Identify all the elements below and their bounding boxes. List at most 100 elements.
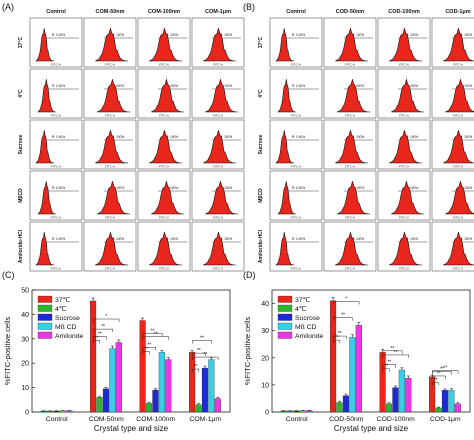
significance-label: ** (384, 364, 388, 370)
plot-frame (271, 289, 471, 413)
panel-a-gate-label: R: 100% (220, 33, 232, 37)
panel-b-axis-label: FITC-A (345, 216, 355, 220)
bar (342, 395, 350, 413)
panel-b-axis-label: FITC-A (291, 63, 301, 67)
panel-b-gate-label: R: 100% (406, 186, 418, 190)
panel-a-gate-label: R: 100% (112, 237, 124, 241)
panel-a-histogram (35, 28, 55, 62)
legend-label: 4℃ (295, 306, 307, 313)
panel-a-histogram (149, 28, 183, 62)
panel-a-histogram-frame (29, 68, 83, 119)
bar (286, 410, 294, 413)
significance-bracket (333, 301, 360, 305)
y-tick-label: 30 (21, 336, 29, 343)
significance-label: ** (151, 328, 155, 334)
panel-b-axis-label: FITC-A (345, 267, 355, 271)
legend-swatch (277, 322, 293, 330)
panel-b-axis-label: FITC-A (291, 267, 301, 271)
y-tick-label: 50 (21, 288, 29, 295)
significance-label: ** (394, 350, 398, 356)
panel-a-gate-label: R: 100% (112, 186, 124, 190)
panel-a-axis-label: FITC-A (159, 216, 169, 220)
y-axis-label: %FITC-positive cells (243, 317, 252, 386)
significance-bracket (142, 333, 163, 337)
significance-label: ** (387, 360, 391, 366)
significance-bracket (192, 352, 206, 357)
significance-bracket (192, 368, 200, 373)
significance-label: ** (437, 371, 441, 377)
panel-b-histogram (335, 130, 369, 164)
y-tick-label: 0 (25, 410, 29, 417)
panel-b-histogram (277, 79, 297, 113)
significance-label: ** (434, 378, 438, 384)
panel-a-histogram (95, 232, 129, 266)
panel-b-histogram (443, 232, 474, 266)
legend-label: 37℃ (295, 297, 311, 304)
legend-swatch (37, 313, 53, 321)
panel-b-gate-label: R: 100% (460, 237, 472, 241)
significance-bracket (142, 351, 150, 355)
panel-a-histogram-frame (29, 170, 83, 221)
panel-a-gate-label: R: 0.40% (52, 84, 65, 88)
significance-bracket (333, 339, 341, 344)
bar (448, 390, 455, 413)
panel-b-gate-label: R: 0.40% (292, 237, 305, 241)
y-tick-label: 30 (261, 328, 269, 335)
panel-a-row-label: Sucrose (18, 134, 24, 154)
panel-b-histogram (275, 232, 295, 266)
panel-a-gate-label: R: 100% (166, 33, 178, 37)
panel-b-gate-label: R: 100% (352, 33, 364, 37)
panel-b-histogram (389, 28, 423, 62)
significance-bracket (382, 350, 403, 354)
panel-b-histogram (275, 130, 295, 164)
panel-b-row-label: 4°C (258, 89, 264, 98)
significance-label: ** (338, 331, 342, 337)
panel-a-column-label: COM-1μm (205, 9, 231, 15)
x-tick-label: Control (46, 416, 68, 423)
panel-b-histogram-frame (269, 170, 323, 221)
panel-b-gate-label: R: 0.40% (292, 33, 305, 37)
legend-label: Amiloride (295, 333, 324, 340)
panel-a-column-label: COM-100nm (148, 9, 180, 15)
panel-a-axis-label: FITC-A (105, 165, 115, 169)
legend-swatch (277, 295, 293, 303)
panel-a-axis-label: FITC-A (105, 114, 115, 118)
panel-a-axis-label: FITC-A (51, 63, 61, 67)
panel-a-letter: (A) (2, 2, 14, 12)
x-tick-label: COD-1μm (430, 416, 461, 423)
y-tick-label: 20 (21, 361, 29, 368)
panel-b-histogram (445, 79, 474, 113)
panel-b-row-label: 37°C (258, 37, 264, 49)
legend-label: 4℃ (55, 306, 67, 313)
panel-b-gate-label: R: 100% (406, 237, 418, 241)
panel-b-axis-label: FITC-A (345, 114, 355, 118)
y-tick-label: 40 (21, 312, 29, 319)
significance-bracket (93, 318, 120, 323)
panel-a-gate-label: R: 100% (112, 33, 124, 37)
legend-label: Mß CD (295, 324, 317, 331)
significance-bracket (93, 328, 113, 333)
panel-a-histogram (35, 130, 55, 164)
legend-swatch (37, 304, 53, 312)
bar (280, 410, 287, 413)
panel-b-axis-label: FITC-A (399, 165, 409, 169)
panel-b-gate-label: R: 100% (352, 135, 364, 139)
panel-b-histogram (335, 232, 369, 266)
panel-a-histogram (37, 181, 57, 215)
panel-b-axis-label: FITC-A (345, 165, 355, 169)
panel-a-column-label: COM-50nm (95, 9, 124, 15)
panel-b-gate-label: R: 100% (460, 186, 472, 190)
panel-a-gate-label: R: 100% (220, 186, 232, 190)
panel-a-axis-label: FITC-A (105, 63, 115, 67)
significance-bracket (333, 317, 353, 321)
panel-a-gate-label: R: 100% (166, 186, 178, 190)
significance-label: ** (144, 346, 148, 352)
panel-b-axis-label: FITC-A (453, 216, 463, 220)
panel-b-column-label: COD-50nm (336, 9, 365, 15)
x-tick-label: COD-50nm (329, 416, 364, 423)
y-tick-label: 10 (21, 385, 29, 392)
panel-b-gate-label: R: 100% (406, 135, 418, 139)
panel-b-gate-label: R: 100% (406, 33, 418, 37)
panel-a-gate-label: R: 0.40% (52, 135, 65, 139)
panel-b-letter: (B) (243, 2, 255, 12)
